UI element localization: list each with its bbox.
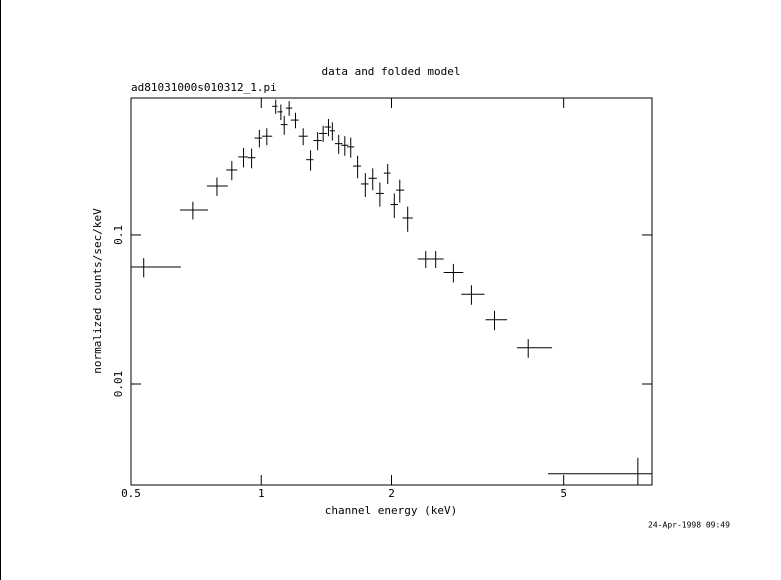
y-tick-label: 0.1 xyxy=(112,225,125,245)
x-tick-label: 0.5 xyxy=(121,487,141,500)
chart-title: data and folded model xyxy=(321,65,460,78)
y-tick-label: 0.01 xyxy=(112,371,125,398)
plot-frame xyxy=(130,97,653,486)
x-axis-label: channel energy (keV) xyxy=(325,504,457,517)
y-axis-label: normalized counts/sec/keV xyxy=(91,208,104,374)
chart-subtitle: ad81031000s010312_1.pi xyxy=(131,81,277,94)
timestamp: 24-Apr-1998 09:49 xyxy=(648,521,730,530)
x-tick-label: 1 xyxy=(258,487,265,500)
x-tick-label: 2 xyxy=(388,487,395,500)
x-tick-label: 5 xyxy=(560,487,567,500)
